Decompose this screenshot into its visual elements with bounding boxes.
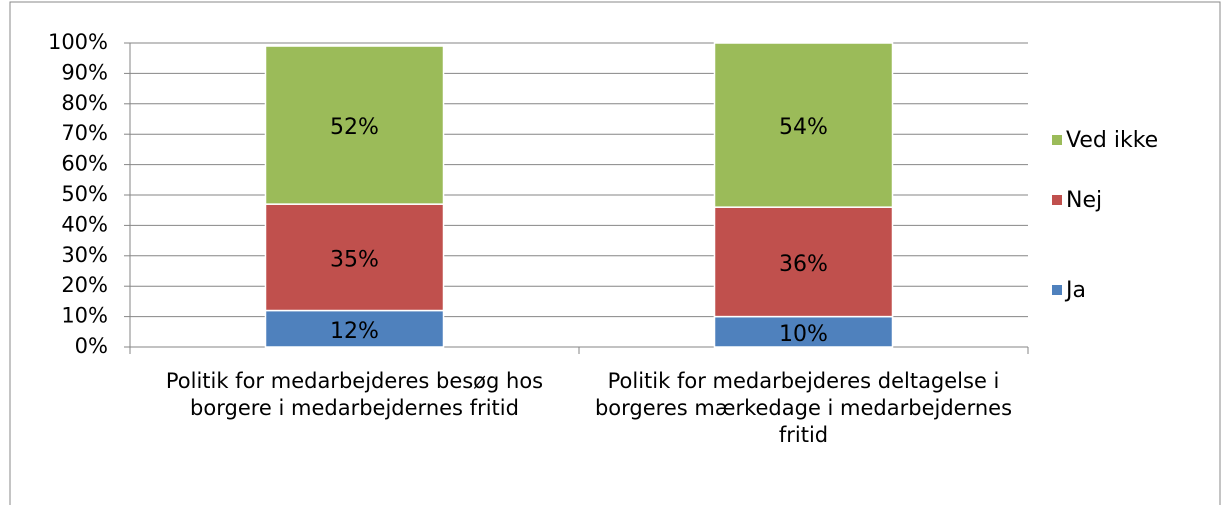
y-tick-label: 60% (61, 152, 108, 176)
y-tick-label: 90% (61, 60, 108, 84)
value-label: 12% (330, 319, 379, 344)
bar-segment (264, 309, 445, 348)
value-label: 35% (330, 247, 379, 272)
bar-segment (264, 45, 445, 205)
y-tick-label: 50% (61, 182, 108, 206)
chart-frame (9, 1, 1221, 505)
legend-label: Nej (1066, 188, 1102, 213)
legend-label: Ved ikke (1066, 128, 1158, 153)
x-tick-label: Politik for medarbejderes besøg hos borg… (165, 369, 544, 420)
bar-segment (713, 42, 894, 208)
y-tick-label: 0% (75, 334, 108, 358)
x-tick-label: Politik for medarbejderes deltagelse i b… (594, 369, 1013, 447)
y-tick-label: 30% (61, 243, 108, 267)
bar-segment (264, 203, 445, 312)
y-tick-label: 80% (61, 91, 108, 115)
bar-segment (713, 315, 894, 348)
value-label: 36% (779, 252, 828, 277)
value-label: 52% (330, 115, 379, 140)
legend-swatch (1052, 195, 1062, 205)
value-label: 54% (779, 115, 828, 140)
value-label: 10% (779, 322, 828, 347)
y-tick-label: 70% (61, 121, 108, 145)
legend-swatch (1052, 285, 1062, 295)
legend-label: Ja (1064, 278, 1086, 303)
y-tick-label: 100% (48, 30, 108, 54)
y-tick-label: 40% (61, 212, 108, 236)
y-tick-label: 20% (61, 273, 108, 297)
legend-swatch (1052, 135, 1062, 145)
y-tick-label: 10% (61, 304, 108, 328)
